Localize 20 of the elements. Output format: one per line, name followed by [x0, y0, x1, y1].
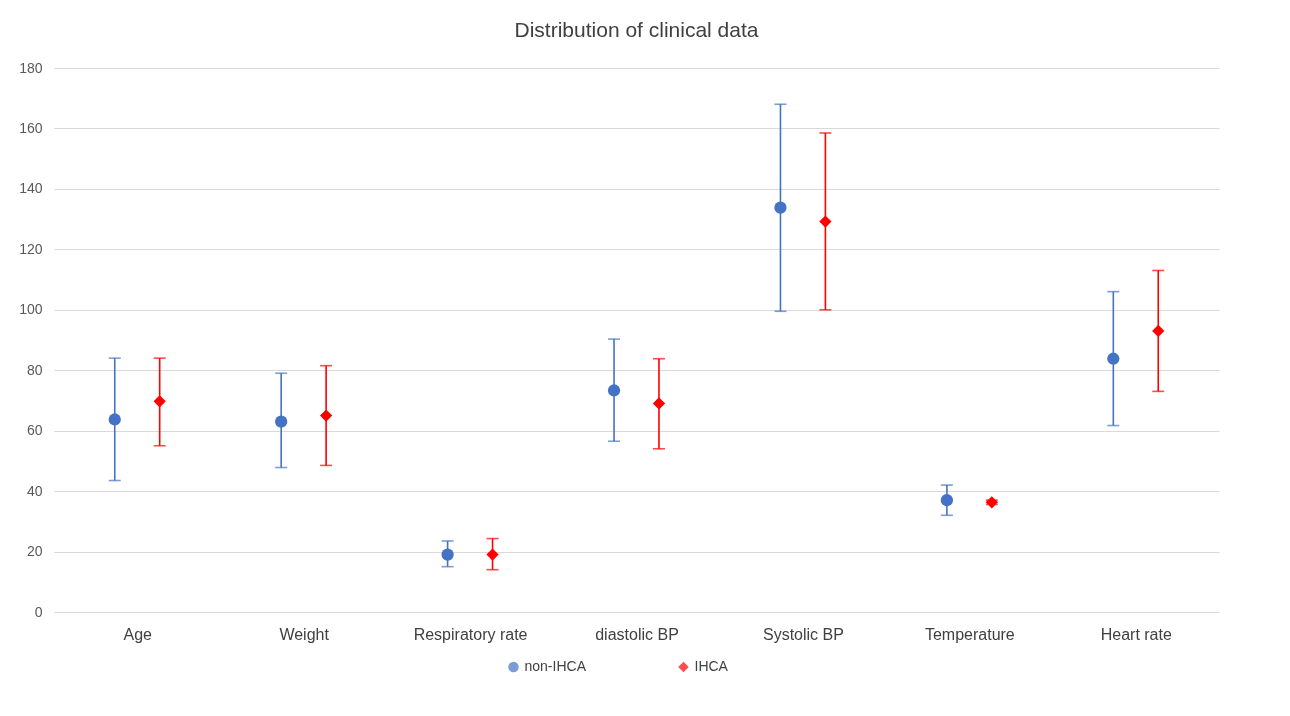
x-tick-label: Respiratory rate [413, 625, 528, 643]
x-tick-label: Systolic BP [762, 625, 844, 643]
y-tick-label: 120 [19, 240, 43, 257]
y-tick-label: 140 [19, 180, 43, 197]
x-tick-label: Temperature [924, 625, 1015, 643]
x-tick-label: Weight [279, 625, 330, 643]
chart-title: Distribution of clinical data [514, 18, 759, 41]
y-tick-label: 160 [19, 119, 43, 136]
y-tick-label: 40 [26, 482, 43, 499]
x-tick-label: diastolic BP [595, 625, 679, 643]
y-tick-label: 0 [34, 603, 43, 620]
y-tick-label: 80 [26, 361, 43, 378]
y-tick-label: 20 [26, 543, 43, 560]
legend-label: non-IHCA [524, 658, 587, 674]
x-tick-label: Age [123, 625, 153, 643]
y-tick-label: 180 [19, 59, 43, 76]
y-tick-label: 100 [19, 301, 43, 318]
y-tick-label: 60 [26, 422, 43, 439]
legend-label: IHCA [694, 658, 729, 674]
x-tick-label: Heart rate [1100, 625, 1172, 643]
